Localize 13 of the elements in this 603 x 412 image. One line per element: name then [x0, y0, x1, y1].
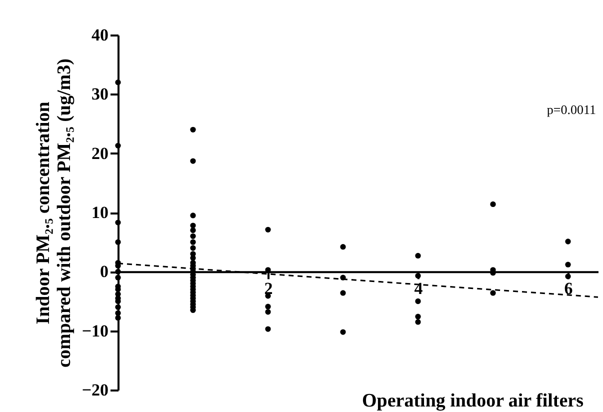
- y-tick-label: −10: [82, 321, 108, 340]
- y-tick-label: 40: [92, 26, 108, 44]
- x-tick-label: 6: [564, 279, 573, 298]
- x-axis-title: Operating indoor air filters: [362, 390, 584, 412]
- y-tick-label: 30: [92, 84, 108, 104]
- y-axis-title: Indoor PM₂.₅ concentration compared with outdoor PM₂.₅ (ug/m3): [32, 58, 75, 368]
- y-tick-label: 10: [92, 203, 108, 222]
- y-tick-label: 20: [92, 144, 108, 163]
- x-tick-label: 4: [414, 279, 424, 298]
- y-tick-label: −20: [82, 380, 108, 400]
- y-tick-label: 0: [100, 262, 108, 282]
- annotation: p=0.0011: [546, 102, 596, 117]
- x-tick-label: 2: [264, 279, 273, 298]
